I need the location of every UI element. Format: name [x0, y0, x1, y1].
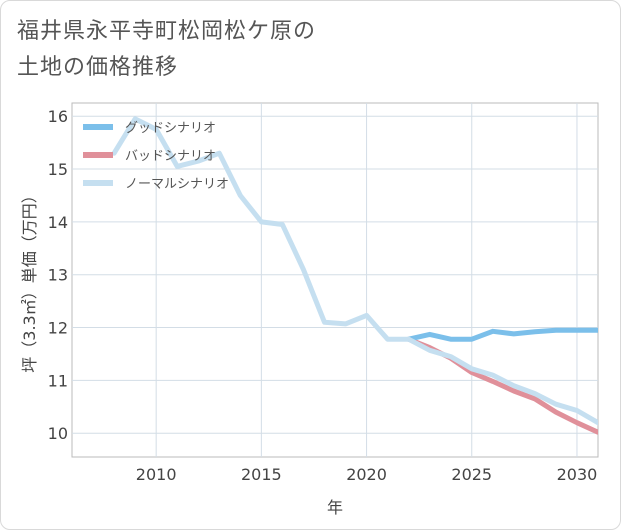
series-lines — [111, 116, 598, 435]
y-tick-label: 15 — [48, 160, 68, 179]
legend-label: バッドシナリオ — [125, 149, 216, 164]
y-axis-label: 坪（3.3㎡）単価（万円） — [20, 187, 39, 372]
grid-lines — [72, 103, 598, 457]
plot-area — [71, 102, 599, 458]
series-line-2 — [111, 116, 598, 426]
y-axis-ticks: 10 11 12 13 14 15 16 — [48, 107, 68, 443]
chart-title: 福井県永平寺町松岡松ケ原の 土地の価格推移 — [17, 14, 437, 86]
legend-label: ノーマルシナリオ — [125, 177, 229, 192]
series-line-0 — [406, 327, 598, 342]
y-tick-label: 10 — [48, 424, 68, 443]
x-tick-label: 2030 — [557, 465, 598, 484]
x-tick-label: 2020 — [346, 465, 387, 484]
title-line-2: 土地の価格推移 — [17, 55, 179, 80]
title-line-1: 福井県永平寺町松岡松ケ原の — [17, 19, 317, 44]
y-tick-label: 12 — [48, 319, 68, 338]
x-tick-label: 2015 — [241, 465, 282, 484]
legend-label: グッドシナリオ — [125, 121, 216, 136]
x-tick-label: 2010 — [136, 465, 177, 484]
y-tick-label: 11 — [48, 371, 68, 390]
y-tick-label: 14 — [48, 213, 68, 232]
x-axis-label: 年 — [327, 498, 343, 517]
x-axis-ticks: 2010 2015 2020 2025 2030 — [136, 465, 598, 484]
y-tick-label: 16 — [48, 107, 68, 126]
y-tick-label: 13 — [48, 266, 68, 285]
x-tick-label: 2025 — [451, 465, 492, 484]
